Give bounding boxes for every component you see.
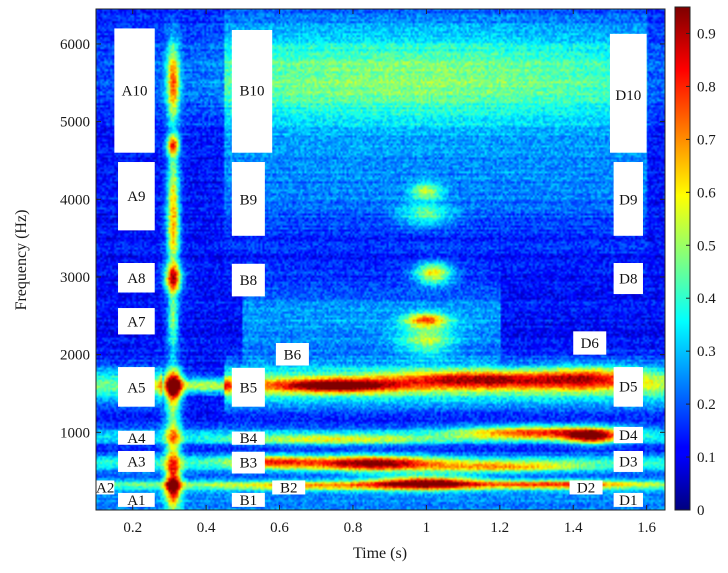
x-tick-label: 1.2	[490, 520, 509, 536]
label-box-a3	[118, 450, 155, 472]
y-tick-label: 6000	[60, 37, 90, 53]
label-text-a10: A10	[122, 84, 148, 100]
colorbar-tick-label: 0.2	[697, 397, 716, 413]
label-text-b6: B6	[284, 347, 302, 363]
plot-area: A10 A9 A8 A7 A5 A4 A3 A2 A1 B10 B9 B8 B6 B5 B4 B3 B2 B1 D1…	[95, 8, 666, 511]
label-box-d1	[613, 492, 643, 507]
label-box-b6	[275, 343, 309, 366]
label-box-d9	[613, 162, 643, 236]
label-text-b9: B9	[240, 192, 258, 208]
label-text-a7: A7	[127, 314, 146, 330]
label-box-a9	[118, 162, 155, 231]
colorbar-tick-label: 0.6	[697, 185, 716, 201]
label-text-b3: B3	[240, 456, 258, 472]
label-text-a3: A3	[127, 454, 145, 470]
label-boxes-group: A10 A9 A8 A7 A5 A4 A3 A2 A1 B10 B9 B8 B6 B5 B4 B3 B2 B1 D1…	[96, 28, 647, 509]
label-text-b2: B2	[280, 480, 298, 496]
label-text-d9: D9	[619, 192, 637, 208]
label-box-b10	[231, 29, 273, 153]
label-text-b5: B5	[240, 381, 258, 397]
y-axis: 1000 2000 3000 4000 5000 6000	[60, 37, 665, 441]
label-box-d4	[613, 426, 643, 444]
y-tick-label: 3000	[60, 270, 90, 286]
y-tick-label: 1000	[60, 425, 90, 441]
label-text-a9: A9	[127, 189, 145, 205]
label-box-a2	[96, 480, 115, 495]
label-text-b4: B4	[240, 431, 258, 447]
label-box-d3	[613, 450, 643, 472]
label-text-d3: D3	[619, 454, 637, 470]
y-axis-label: Frequency (Hz)	[13, 210, 30, 311]
label-box-d5	[613, 367, 643, 407]
x-tick-label: 1.4	[564, 520, 583, 536]
label-box-d8	[613, 262, 643, 295]
colorbar-tick-label: 0.9	[697, 26, 716, 42]
label-box-a7	[118, 308, 155, 335]
label-text-a5: A5	[127, 380, 145, 396]
label-box-a10	[114, 28, 155, 153]
label-text-d8: D8	[619, 272, 637, 288]
label-text-a4: A4	[127, 431, 146, 447]
colorbar-tick-label: 0.7	[697, 132, 716, 148]
colorbar-tick-label: 0.3	[697, 344, 716, 360]
label-text-b8: B8	[240, 273, 258, 289]
label-box-b5	[231, 367, 265, 407]
colorbar-tick-label: 0.4	[697, 291, 716, 307]
label-text-b10: B10	[240, 84, 265, 100]
x-tick-label: 0.6	[270, 520, 289, 536]
label-box-d6	[573, 331, 607, 355]
colorbar-tick-label: 0.5	[697, 238, 716, 254]
label-box-a5	[118, 367, 155, 407]
x-tick-label: 0.4	[197, 520, 216, 536]
x-tick-label: 0.8	[344, 520, 363, 536]
x-tick-label: 1	[423, 520, 431, 536]
label-box-b2	[272, 480, 306, 495]
label-box-b9	[231, 162, 265, 236]
y-tick-label: 5000	[60, 115, 90, 131]
label-box-b8	[231, 263, 265, 297]
label-text-d2: D2	[577, 480, 595, 496]
colorbar-tick-label: 0	[697, 503, 705, 519]
label-text-d5: D5	[619, 379, 637, 395]
label-text-a8: A8	[127, 271, 145, 287]
x-axis: 0.2 0.4 0.6 0.8 1 1.2 1.4 1.6	[123, 9, 657, 536]
label-text-a1: A1	[127, 493, 145, 509]
colorbar-gradient	[675, 7, 690, 510]
colorbar-frame	[674, 6, 691, 511]
y-tick-label: 2000	[60, 348, 90, 364]
label-text-d10: D10	[615, 88, 641, 104]
label-box-a4	[118, 430, 155, 445]
colorbar: 0 0.1 0.2 0.3 0.4 0.5 0.6 0.7 0.8 0.9	[674, 6, 716, 519]
label-box-a8	[118, 262, 155, 293]
colorbar-ticks: 0 0.1 0.2 0.3 0.4 0.5 0.6 0.7 0.8 0.9	[686, 26, 716, 519]
label-text-b1: B1	[240, 493, 258, 509]
label-box-d10	[609, 33, 647, 153]
plot-frame	[95, 8, 666, 511]
label-text-a2: A2	[96, 480, 114, 496]
x-tick-label: 1.6	[637, 520, 656, 536]
label-box-b3	[231, 451, 265, 474]
spectrogram-heatmap	[96, 9, 665, 510]
colorbar-tick-label: 0.1	[697, 450, 716, 466]
x-axis-label: Time (s)	[353, 545, 407, 562]
colorbar-tick-label: 0.8	[697, 79, 716, 95]
label-text-d6: D6	[581, 336, 600, 352]
label-text-d4: D4	[619, 428, 638, 444]
label-text-d1: D1	[619, 493, 637, 509]
label-box-b4	[231, 431, 265, 445]
y-tick-label: 4000	[60, 192, 90, 208]
label-box-a1	[118, 492, 155, 507]
label-box-b1	[231, 492, 265, 507]
x-tick-label: 0.2	[123, 520, 142, 536]
label-box-d2	[569, 480, 603, 495]
